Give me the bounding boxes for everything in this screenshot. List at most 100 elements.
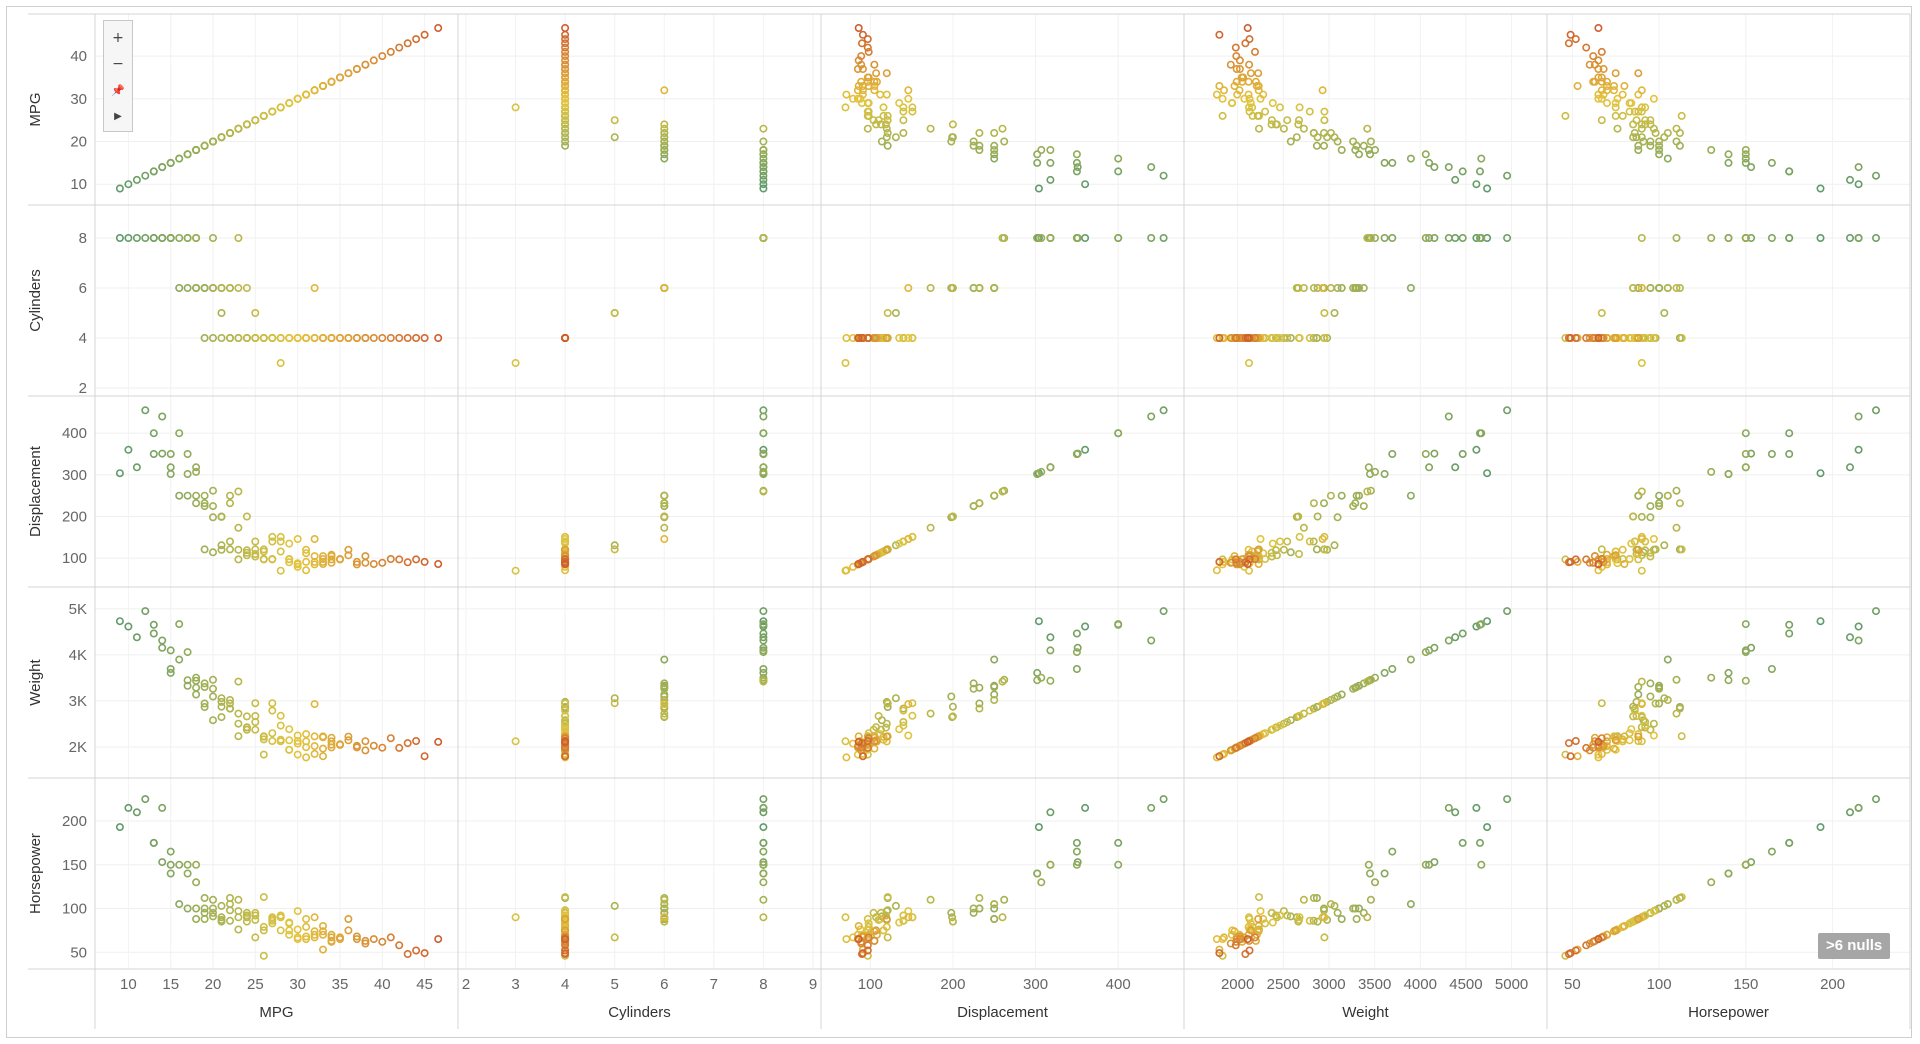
data-point[interactable] <box>242 512 251 521</box>
data-point[interactable] <box>1248 103 1257 112</box>
data-point[interactable] <box>1649 719 1658 728</box>
data-point[interactable] <box>1846 175 1855 184</box>
data-point[interactable] <box>344 914 353 923</box>
data-point[interactable] <box>1603 77 1612 86</box>
data-point[interactable] <box>1072 664 1081 673</box>
data-point[interactable] <box>975 893 984 902</box>
data-point[interactable] <box>192 914 201 923</box>
data-point[interactable] <box>335 933 344 942</box>
data-point[interactable] <box>1231 743 1240 752</box>
data-point[interactable] <box>891 133 900 142</box>
data-point[interactable] <box>1267 120 1276 129</box>
data-point[interactable] <box>998 124 1007 133</box>
data-point[interactable] <box>209 137 218 146</box>
data-point[interactable] <box>1444 234 1453 243</box>
data-point[interactable] <box>883 893 892 902</box>
data-point[interactable] <box>874 711 883 720</box>
data-point[interactable] <box>115 469 124 478</box>
data-point[interactable] <box>369 333 378 342</box>
data-point[interactable] <box>561 935 570 944</box>
data-point[interactable] <box>759 636 768 645</box>
data-point[interactable] <box>1767 158 1776 167</box>
data-point[interactable] <box>1261 107 1270 116</box>
data-point[interactable] <box>1634 333 1643 342</box>
data-point[interactable] <box>183 676 192 685</box>
data-point[interactable] <box>183 860 192 869</box>
data-point[interactable] <box>759 677 768 686</box>
data-point[interactable] <box>1477 860 1486 869</box>
data-point[interactable] <box>759 643 768 652</box>
data-point[interactable] <box>209 548 218 557</box>
data-point[interactable] <box>1272 333 1281 342</box>
data-point[interactable] <box>660 502 669 511</box>
data-point[interactable] <box>1072 847 1081 856</box>
data-point[interactable] <box>200 333 209 342</box>
data-point[interactable] <box>854 921 863 930</box>
data-point[interactable] <box>561 946 570 955</box>
data-point[interactable] <box>369 741 378 750</box>
data-point[interactable] <box>361 746 370 755</box>
data-point[interactable] <box>1741 449 1750 458</box>
data-point[interactable] <box>1231 941 1240 950</box>
data-point[interactable] <box>842 333 851 342</box>
data-point[interactable] <box>234 124 243 133</box>
data-point[interactable] <box>1594 94 1603 103</box>
data-point[interactable] <box>1610 82 1619 91</box>
data-point[interactable] <box>1582 743 1591 752</box>
data-point[interactable] <box>990 150 999 159</box>
data-point[interactable] <box>1256 534 1265 543</box>
data-point[interactable] <box>217 133 226 142</box>
data-point[interactable] <box>1816 617 1825 626</box>
data-point[interactable] <box>1037 878 1046 887</box>
data-point[interactable] <box>1672 486 1681 495</box>
data-point[interactable] <box>310 913 319 922</box>
data-point[interactable] <box>251 915 260 924</box>
data-point[interactable] <box>1451 808 1460 817</box>
data-point[interactable] <box>854 23 863 32</box>
data-point[interactable] <box>1114 234 1123 243</box>
data-point[interactable] <box>1477 234 1486 243</box>
data-point[interactable] <box>234 913 243 922</box>
data-point[interactable] <box>1212 566 1221 575</box>
data-point[interactable] <box>1046 646 1055 655</box>
data-point[interactable] <box>1276 103 1285 112</box>
data-point[interactable] <box>660 491 669 500</box>
data-point[interactable] <box>1741 146 1750 155</box>
data-point[interactable] <box>561 107 570 116</box>
data-point[interactable] <box>302 557 311 566</box>
data-point[interactable] <box>1649 333 1658 342</box>
data-point[interactable] <box>1254 333 1263 342</box>
data-point[interactable] <box>1295 549 1304 558</box>
data-point[interactable] <box>1246 926 1255 935</box>
data-point[interactable] <box>841 913 850 922</box>
data-point[interactable] <box>335 73 344 82</box>
data-point[interactable] <box>175 860 184 869</box>
data-point[interactable] <box>369 935 378 944</box>
data-point[interactable] <box>858 65 867 74</box>
data-point[interactable] <box>1147 163 1156 172</box>
data-point[interactable] <box>1677 333 1686 342</box>
data-point[interactable] <box>947 908 956 917</box>
data-point[interactable] <box>1741 620 1750 629</box>
data-point[interactable] <box>610 133 619 142</box>
data-point[interactable] <box>209 912 218 921</box>
data-point[interactable] <box>1672 234 1681 243</box>
data-point[interactable] <box>1309 499 1318 508</box>
data-point[interactable] <box>1388 449 1397 458</box>
data-point[interactable] <box>1359 141 1368 150</box>
data-point[interactable] <box>1245 94 1254 103</box>
data-point[interactable] <box>259 893 268 902</box>
data-point[interactable] <box>293 560 302 569</box>
data-point[interactable] <box>1033 150 1042 159</box>
data-point[interactable] <box>998 234 1007 243</box>
data-point[interactable] <box>990 690 999 699</box>
data-point[interactable] <box>1232 65 1241 74</box>
data-point[interactable] <box>268 919 277 928</box>
data-point[interactable] <box>660 684 669 693</box>
data-point[interactable] <box>378 333 387 342</box>
data-point[interactable] <box>361 333 370 342</box>
data-point[interactable] <box>327 77 336 86</box>
data-point[interactable] <box>403 739 412 748</box>
data-point[interactable] <box>1254 86 1263 95</box>
data-point[interactable] <box>226 491 235 500</box>
